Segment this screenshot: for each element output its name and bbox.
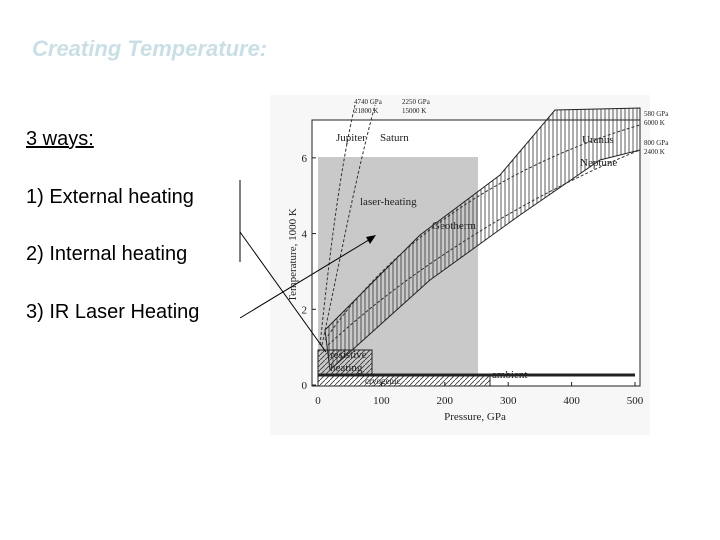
slide-title: Creating Temperature: <box>32 36 268 61</box>
resistive-region <box>317 349 373 376</box>
fig-label: 4740 GPa <box>354 98 383 106</box>
fig-label: 2400 K <box>644 148 665 156</box>
x-tick-label: 300 <box>500 395 517 407</box>
list-item: 2) Internal heating <box>26 243 188 265</box>
saturn-curve <box>321 104 376 346</box>
fig-label: Uranus <box>582 134 614 146</box>
fig-label: 800 GPa <box>644 139 669 147</box>
fig-label: Saturn <box>380 132 409 144</box>
y-tick-label: 4 <box>302 229 308 241</box>
uranus-curve <box>324 124 641 341</box>
fig-label: cryogenic <box>365 376 400 386</box>
cryogenic-band <box>317 375 491 387</box>
arrow-head <box>366 235 376 244</box>
jupiter-curve <box>319 104 356 346</box>
pointer-line <box>239 237 373 319</box>
fig-label: heating <box>330 362 363 374</box>
x-tick-label: 100 <box>373 395 390 407</box>
x-tick-label: 400 <box>563 395 580 407</box>
list-item: 3 ways: <box>26 128 94 150</box>
fig-label: laser-heating <box>360 196 417 208</box>
fig-label: 15000 K <box>402 107 426 115</box>
fig-label: 2250 GPa <box>402 98 431 106</box>
y-axis-label: Temperature, 1000 K <box>287 208 299 302</box>
x-tick-label: 200 <box>437 395 454 407</box>
y-tick-label: 6 <box>302 153 308 165</box>
fig-label: resistive <box>330 349 367 361</box>
fig-label: Geotherm <box>432 220 476 232</box>
fig-label: 580 GPa <box>644 110 669 118</box>
neptune-curve <box>327 149 641 346</box>
x-tick-label: 500 <box>627 395 644 407</box>
list-item: 3) IR Laser Heating <box>26 301 200 323</box>
list-item: 1) External heating <box>26 186 194 208</box>
x-tick-label: 0 <box>315 395 321 407</box>
geotherm-band <box>324 107 641 372</box>
y-tick-label: 2 <box>302 304 308 316</box>
fig-label: Jupiter <box>336 132 366 144</box>
fig-label: ambient <box>492 369 527 381</box>
x-axis-label: Pressure, GPa <box>444 411 506 423</box>
y-tick-label: 0 <box>302 380 308 392</box>
fig-label: 6000 K <box>644 119 665 127</box>
fig-label: Neptune <box>580 157 617 169</box>
fig-label: 21800 K <box>354 107 378 115</box>
